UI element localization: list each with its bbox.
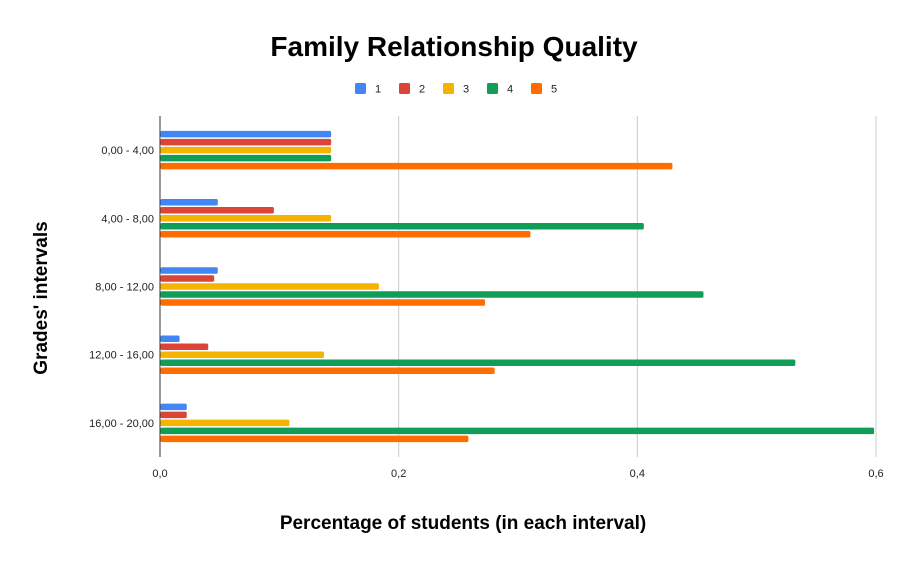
bar-series-1-cat-4: [160, 403, 187, 411]
bar-series-3-cat-1: [160, 215, 332, 222]
y-axis-ticks: 0,00 - 4,00 4,00 - 8,00 8,00 - 12,00 12,00 …: [89, 145, 154, 430]
bar-series-4-cat-1: [160, 223, 644, 230]
bar-series-1-cat-1: [160, 199, 218, 206]
chart-title: Family Relationship Quality: [270, 31, 638, 62]
bar-series-2-cat-1: [160, 207, 274, 214]
x-tick-label: 0,6: [868, 468, 883, 480]
bar-series-2-cat-3: [160, 343, 209, 350]
bar-series-3-cat-4: [160, 419, 290, 427]
y-tick-label: 8,00 - 12,00: [95, 282, 154, 294]
y-axis-title: Grades' intervals: [31, 221, 52, 374]
bar-series-1-cat-2: [160, 267, 218, 274]
bar-series-5-cat-0: [160, 162, 673, 170]
gridlines: [159, 116, 877, 457]
legend-swatch: [355, 83, 366, 94]
legend-label: 4: [507, 84, 513, 96]
legend-item-1: 1: [355, 83, 381, 96]
bar-series-4-cat-0: [160, 154, 332, 162]
y-tick-label: 4,00 - 8,00: [101, 213, 154, 225]
x-axis-title: Percentage of students (in each interval…: [280, 513, 646, 534]
bar-series-3-cat-0: [160, 146, 332, 154]
y-tick-label: 16,00 - 20,00: [89, 418, 154, 430]
bar-series-2-cat-2: [160, 275, 215, 282]
bar-series-4-cat-4: [160, 427, 875, 435]
bar-series-2-cat-0: [160, 138, 332, 146]
bar-series-1-cat-0: [160, 130, 332, 138]
bar-series-1-cat-3: [160, 335, 180, 342]
bar-series-3-cat-3: [160, 351, 324, 358]
legend-item-2: 2: [399, 83, 425, 96]
bar-series-5-cat-3: [160, 367, 495, 374]
legend-swatch: [399, 83, 410, 94]
legend-label: 2: [419, 84, 425, 96]
legend: 1 2 3 4 5: [355, 83, 557, 96]
bars: [160, 130, 875, 443]
bar-series-2-cat-4: [160, 411, 187, 419]
legend-label: 1: [375, 84, 381, 96]
x-tick-label: 0,0: [152, 468, 167, 480]
bar-series-5-cat-4: [160, 435, 469, 443]
x-tick-label: 0,2: [391, 468, 406, 480]
legend-item-3: 3: [443, 83, 469, 96]
x-axis-ticks: 0,0 0,2 0,4 0,6: [152, 468, 883, 480]
bar-series-4-cat-2: [160, 291, 704, 298]
bar-series-3-cat-2: [160, 283, 379, 290]
legend-label: 3: [463, 84, 469, 96]
legend-swatch: [443, 83, 454, 94]
bar-series-5-cat-2: [160, 299, 486, 306]
legend-label: 5: [551, 84, 557, 96]
bar-series-4-cat-3: [160, 359, 796, 366]
y-tick-label: 12,00 - 16,00: [89, 350, 154, 362]
legend-swatch: [531, 83, 542, 94]
y-tick-label: 0,00 - 4,00: [101, 145, 154, 157]
legend-item-4: 4: [487, 83, 513, 96]
bar-series-5-cat-1: [160, 231, 531, 238]
legend-item-5: 5: [531, 83, 557, 96]
legend-swatch: [487, 83, 498, 94]
x-tick-label: 0,4: [630, 468, 645, 480]
